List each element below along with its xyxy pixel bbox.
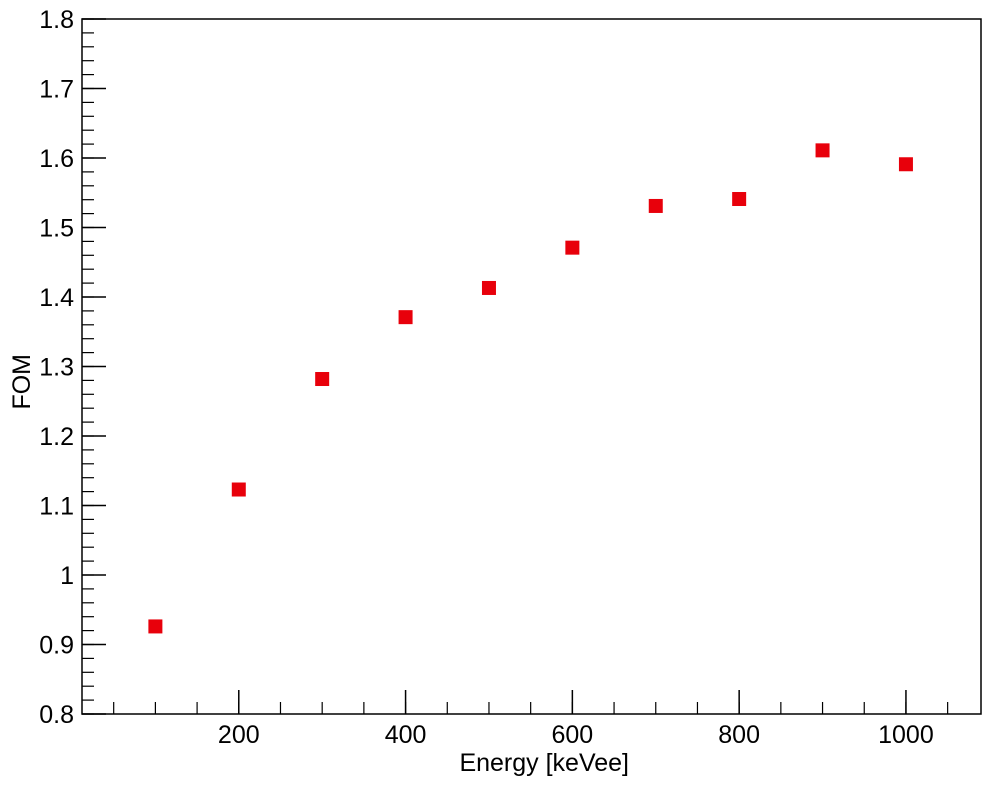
x-tick-label: 400 [385, 721, 427, 749]
y-axis-ticks: 0.8 0.9 1 1.1 1.2 1.3 1.4 1.5 1.6 1.7 1.8 [39, 6, 106, 729]
data-point [148, 619, 163, 634]
data-point [481, 280, 496, 295]
data-point [231, 482, 246, 497]
y-tick-label: 1.1 [39, 493, 74, 521]
y-tick-label: 1.7 [39, 76, 74, 104]
x-axis-title: Energy [keVee] [459, 749, 629, 777]
y-tick-label: 1.3 [39, 354, 74, 382]
data-point [565, 240, 580, 255]
y-tick-label: 0.9 [39, 632, 74, 660]
y-tick-label: 1.4 [39, 284, 74, 312]
y-tick-label: 1 [60, 562, 74, 590]
data-point [315, 372, 330, 387]
x-tick-label: 1000 [878, 721, 934, 749]
data-point [898, 157, 913, 172]
y-tick-label: 1.6 [39, 145, 74, 173]
y-tick-label: 1.8 [39, 6, 74, 34]
data-point [732, 192, 747, 207]
x-tick-label: 600 [552, 721, 594, 749]
plot-frame [81, 18, 982, 715]
x-axis-ticks: 200 400 600 800 1000 [218, 690, 934, 749]
y-axis-title: FOM [8, 354, 36, 410]
data-point [398, 310, 413, 325]
y-tick-label: 1.2 [39, 423, 74, 451]
data-points [148, 143, 913, 634]
y-tick-label: 1.5 [39, 215, 74, 243]
x-tick-label: 800 [718, 721, 760, 749]
x-tick-label: 200 [218, 721, 260, 749]
data-point [815, 143, 830, 158]
data-point [648, 198, 663, 213]
y-tick-label: 0.8 [39, 701, 74, 729]
